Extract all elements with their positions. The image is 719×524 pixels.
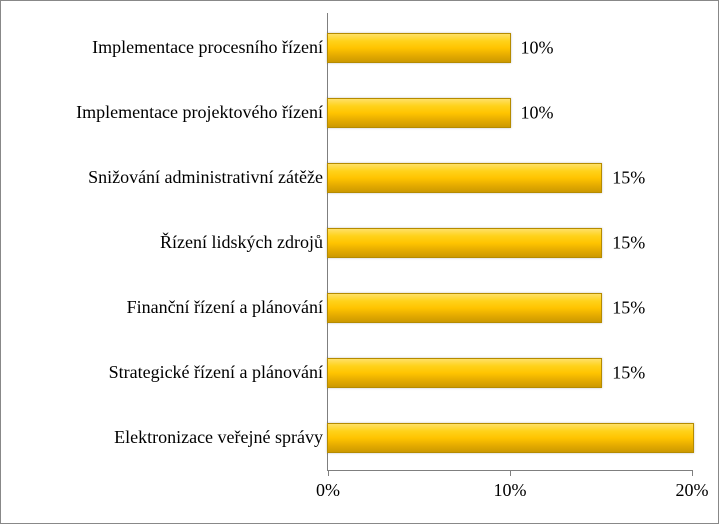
category-label: Strategické řízení a plánování xyxy=(23,362,323,384)
chart-row: Implementace projektového řízení 10% xyxy=(7,96,712,130)
x-tick-label: 0% xyxy=(316,480,340,501)
plot-area: 0% 10% 20% Implementace procesního řízení 1… xyxy=(7,3,712,521)
category-label: Elektronizace veřejné správy xyxy=(23,427,323,449)
x-tick xyxy=(510,470,511,476)
x-tick xyxy=(692,470,693,476)
value-label: 15% xyxy=(612,363,645,384)
bar xyxy=(327,293,602,323)
chart-inner: 0% 10% 20% Implementace procesního řízení 1… xyxy=(7,3,712,521)
x-tick xyxy=(328,470,329,476)
value-label: 10% xyxy=(521,38,554,59)
value-label: 10% xyxy=(521,103,554,124)
value-label: 15% xyxy=(612,233,645,254)
bar xyxy=(327,358,602,388)
chart-frame: 0% 10% 20% Implementace procesního řízení 1… xyxy=(0,0,719,524)
category-label: Finanční řízení a plánování xyxy=(23,297,323,319)
bar xyxy=(327,423,694,453)
chart-row: Snižování administrativní zátěže 15% xyxy=(7,161,712,195)
bar xyxy=(327,163,602,193)
value-label: 15% xyxy=(612,168,645,189)
category-label: Řízení lidských zdrojů xyxy=(23,232,323,254)
chart-row: Řízení lidských zdrojů 15% xyxy=(7,226,712,260)
chart-row: Strategické řízení a plánování 15% xyxy=(7,356,712,390)
x-tick-label: 10% xyxy=(494,480,527,501)
bar xyxy=(327,228,602,258)
chart-row: Implementace procesního řízení 10% xyxy=(7,31,712,65)
chart-row: Elektronizace veřejné správy xyxy=(7,421,712,455)
chart-row: Finanční řízení a plánování 15% xyxy=(7,291,712,325)
x-tick-label: 20% xyxy=(676,480,709,501)
category-label: Implementace procesního řízení xyxy=(23,37,323,59)
bar xyxy=(327,33,511,63)
bar xyxy=(327,98,511,128)
category-label: Snižování administrativní zátěže xyxy=(23,167,323,189)
value-label: 15% xyxy=(612,298,645,319)
category-label: Implementace projektového řízení xyxy=(23,102,323,124)
